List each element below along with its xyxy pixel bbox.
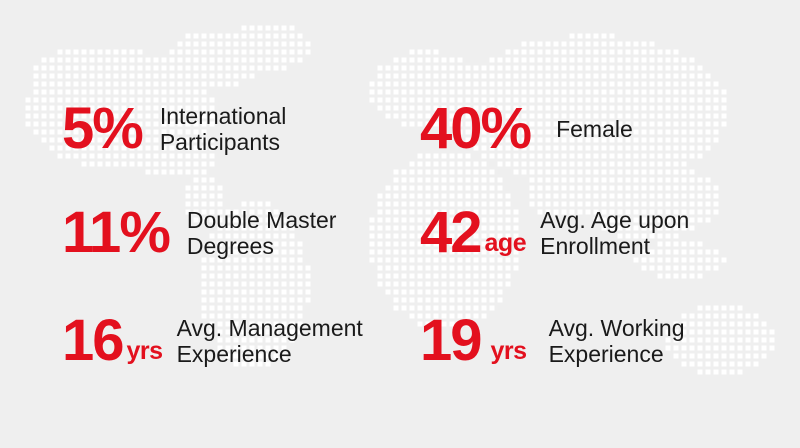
stat-value: 5% <box>62 96 144 161</box>
stat-international-participants: 5% International Participants <box>62 100 286 158</box>
stat-label: Avg. Working Experience <box>549 315 685 367</box>
stat-value: 19 <box>420 308 482 373</box>
stat-label-line2: Participants <box>159 129 280 155</box>
stat-label-line1: Avg. Working <box>548 315 685 341</box>
stat-label-line1: Female <box>556 116 633 142</box>
stat-label-line2: Enrollment <box>540 233 651 259</box>
stat-unit: yrs <box>126 337 164 365</box>
stat-label: Avg. Age upon Enrollment <box>540 207 689 259</box>
stat-value: 42 <box>420 200 482 265</box>
stat-label-line1: Avg. Age upon <box>540 207 690 233</box>
stat-label: Female <box>556 116 633 142</box>
stat-label: Avg. Management Experience <box>177 315 363 367</box>
stat-label: International Participants <box>160 103 287 155</box>
stat-label-line2: Experience <box>176 341 292 367</box>
stat-unit: age <box>484 229 527 257</box>
stat-label-line1: Double Master <box>186 207 337 233</box>
stat-value: 11% <box>62 200 171 265</box>
stat-female: 40% Female <box>420 100 633 158</box>
stat-avg-working-experience: 19 yrs Avg. Working Experience <box>420 312 685 370</box>
stat-double-master-degrees: 11% Double Master Degrees <box>62 204 336 262</box>
stat-label-line2: Experience <box>548 341 664 367</box>
stat-label: Double Master Degrees <box>187 207 337 259</box>
stat-value: 40% <box>420 96 532 161</box>
stat-label-line1: International <box>159 103 287 129</box>
stat-unit: yrs <box>490 337 528 365</box>
stat-label-line2: Degrees <box>186 233 274 259</box>
stat-avg-age: 42 age Avg. Age upon Enrollment <box>420 204 689 262</box>
stat-label-line1: Avg. Management <box>176 315 363 341</box>
stat-avg-management-experience: 16 yrs Avg. Management Experience <box>62 312 363 370</box>
stat-value: 16 <box>62 308 124 373</box>
